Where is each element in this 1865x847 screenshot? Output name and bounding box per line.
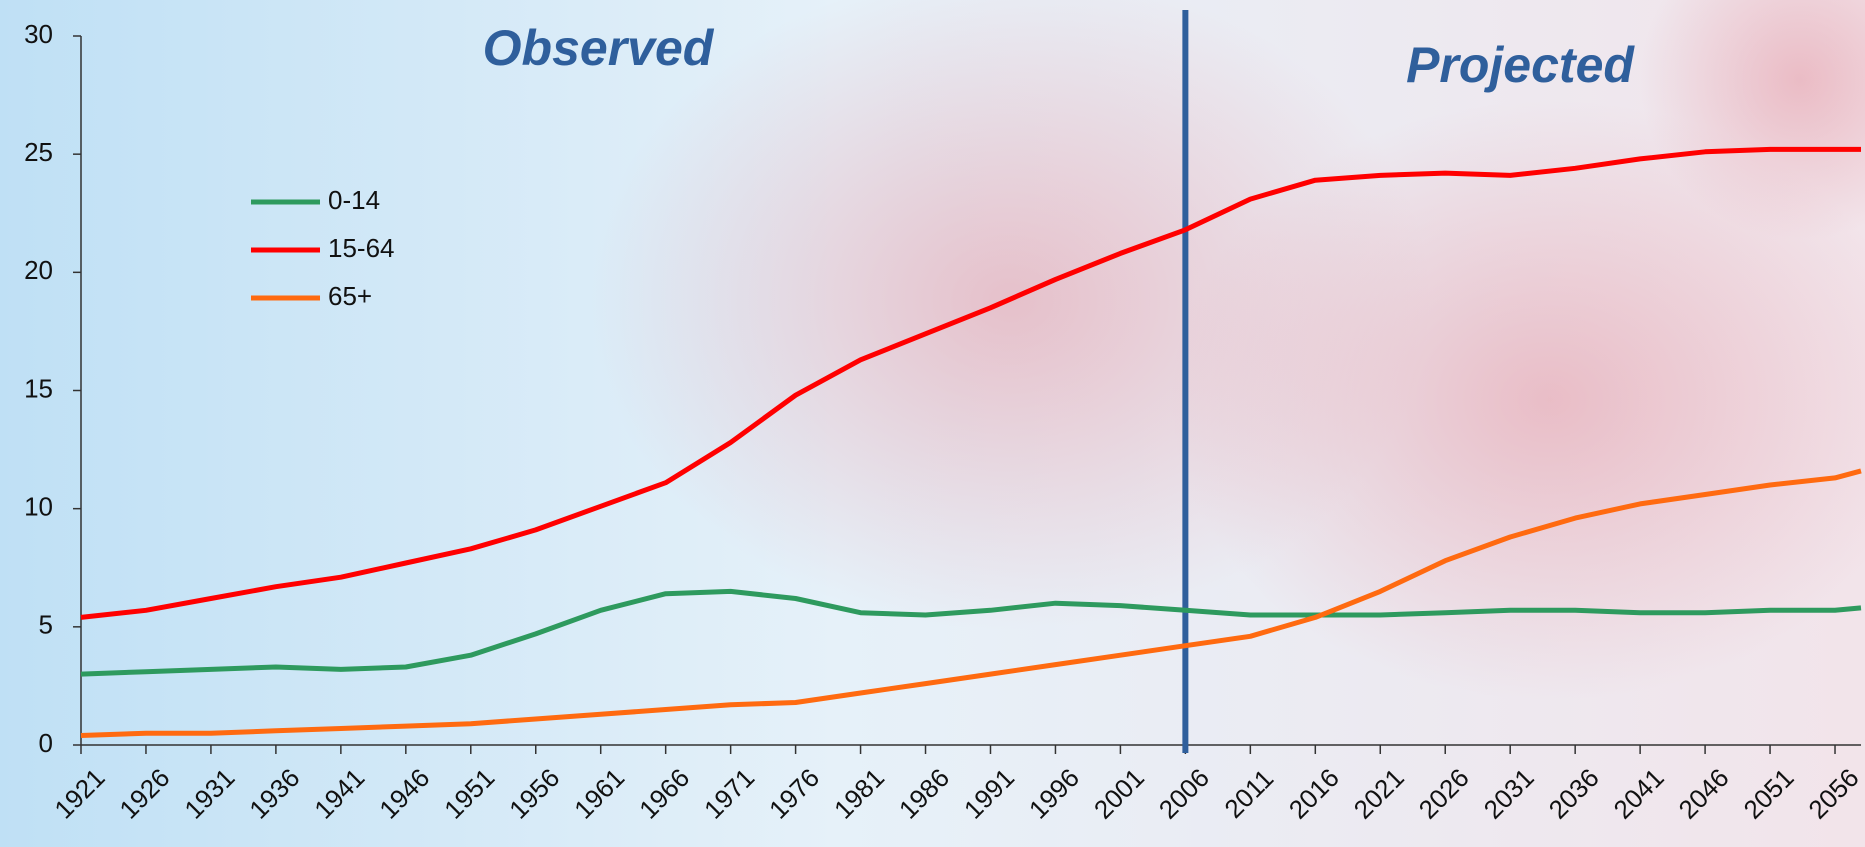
flag-shade [1640, 0, 1865, 240]
flag-shade [1170, 100, 1865, 700]
y-tick-label: 10 [24, 492, 53, 522]
annotation: Observed [483, 20, 715, 76]
y-tick-label: 0 [39, 728, 53, 758]
series-line [80, 146, 1861, 620]
y-tick-label: 25 [24, 137, 53, 167]
legend-label: 15-64 [328, 233, 395, 263]
y-tick-label: 30 [24, 19, 53, 49]
legend-label: 0-14 [328, 185, 380, 215]
y-tick-label: 15 [24, 373, 53, 403]
y-tick-label: 20 [24, 255, 53, 285]
y-tick-label: 5 [39, 610, 53, 640]
series-line [80, 468, 1862, 738]
legend-label: 65+ [328, 281, 372, 311]
annotation: Projected [1406, 37, 1635, 93]
series-line [80, 588, 1862, 677]
